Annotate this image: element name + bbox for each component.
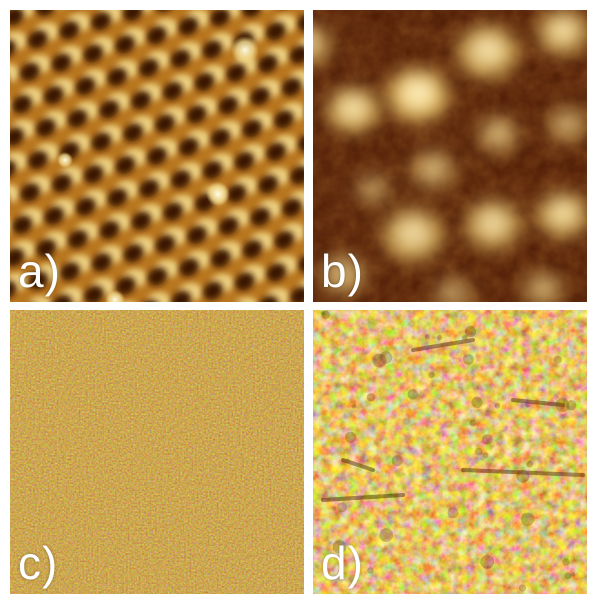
panel-label-a: a) [18,245,61,297]
image-panel-d: d) [313,310,587,594]
panel-label-b: b) [321,245,364,297]
panel-label-c: c) [18,537,59,589]
panel-d-image [313,310,587,594]
panel-a-image [10,10,304,302]
panel-label-d: d) [321,537,364,589]
image-panel-b: b) [313,10,587,302]
panel-c-image [10,310,304,594]
panel-b-image [313,10,587,302]
image-panel-c: c) [10,310,304,594]
image-panel-a: a) [10,10,304,302]
